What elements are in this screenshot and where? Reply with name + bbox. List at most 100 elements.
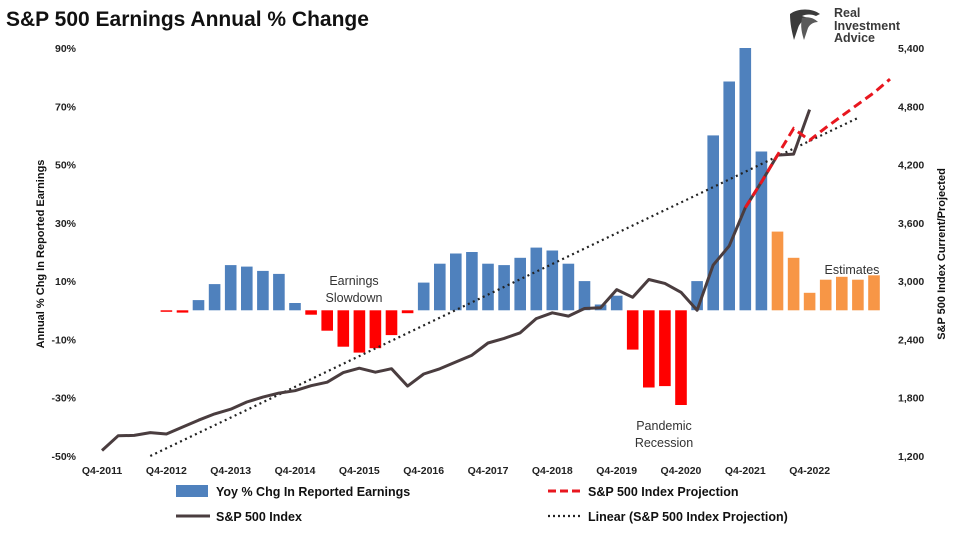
right-tick-label: 3,000 (898, 276, 924, 288)
bar-34 (643, 310, 655, 388)
bar-29 (562, 263, 575, 311)
bar-4 (160, 310, 173, 312)
bar-5 (176, 310, 189, 313)
bar-48 (868, 275, 880, 311)
bar-12 (289, 303, 301, 311)
chart-title: S&P 500 Earnings Annual % Change (6, 8, 369, 31)
right-tick-label: 2,400 (898, 334, 924, 346)
trend-line (149, 116, 859, 457)
right-tick-label: 4,800 (898, 101, 924, 113)
annotation-text: Earnings (329, 274, 378, 288)
x-tick-label: Q4-2017 (468, 465, 509, 477)
x-tick-label: Q4-2021 (725, 465, 766, 477)
annotation-text: Estimates (825, 263, 880, 277)
left-tick-label: -30% (51, 393, 76, 405)
line-series (100, 77, 891, 457)
bar-37 (691, 281, 703, 311)
bar-9 (241, 266, 253, 311)
bar-10 (257, 270, 269, 311)
right-axis: 5,400 4,800 4,200 3,600 3,000 2,400 1,800 1,200 (898, 43, 924, 463)
eagle-icon (790, 9, 820, 40)
left-axis: 90% 70% 50% 30% 10% -10% -30% -50% (51, 43, 76, 463)
left-axis-title: Annual % Chg In Reported Earnings (35, 160, 47, 349)
x-tick-label: Q4-2012 (146, 465, 187, 477)
bar-8 (224, 265, 237, 311)
x-tick-label: Q4-2011 (82, 465, 122, 477)
x-tick-label: Q4-2022 (789, 465, 830, 477)
chart-legend: Yoy % Chg In Reported Earnings S&P 500 In… (176, 485, 788, 524)
bar-21 (434, 263, 446, 311)
bar-27 (530, 247, 543, 311)
x-tick-label: Q4-2018 (532, 465, 573, 477)
annotation-text: Pandemic (636, 419, 692, 433)
bar-22 (450, 253, 462, 311)
x-tick-label: Q4-2019 (596, 465, 637, 477)
legend-label: S&P 500 Index (216, 510, 302, 524)
bar-32 (610, 295, 623, 311)
bar-33 (626, 310, 639, 350)
bar-39 (723, 81, 735, 311)
bar-45 (819, 279, 832, 311)
bar-23 (466, 252, 478, 311)
annotation-text: Slowdown (326, 291, 383, 305)
legend-label: Linear (S&P 500 Index Projection) (588, 510, 788, 524)
legend-label: Yoy % Chg In Reported Earnings (216, 485, 410, 499)
left-tick-label: 90% (55, 43, 77, 55)
bar-30 (578, 281, 591, 311)
brand-logo: Real Investment Advice (786, 6, 900, 46)
right-tick-label: 3,600 (898, 218, 924, 230)
bar-7 (208, 284, 221, 311)
left-tick-label: 10% (55, 276, 77, 288)
bar-19 (401, 310, 414, 314)
right-tick-label: 4,200 (898, 160, 924, 172)
bar-43 (787, 257, 800, 311)
x-tick-label: Q4-2015 (339, 465, 380, 477)
bar-series (160, 48, 880, 405)
logo-text-line3: Advice (834, 31, 875, 45)
bar-24 (482, 263, 494, 311)
x-tick-label: Q4-2016 (403, 465, 444, 477)
right-tick-label: 5,400 (898, 43, 924, 55)
left-tick-label: -10% (51, 334, 76, 346)
bar-46 (836, 276, 848, 311)
x-tick-label: Q4-2020 (661, 465, 702, 477)
bar-15 (337, 310, 350, 347)
bar-28 (546, 250, 559, 311)
x-axis: Q4-2011 Q4-2012 Q4-2013 Q4-2014 Q4-2015 Q4-20… (82, 465, 830, 477)
annotations: Earnings Slowdown Pandemic Recession Estimat… (326, 263, 880, 450)
bar-42 (771, 231, 784, 311)
left-tick-label: 30% (55, 218, 77, 230)
bar-18 (385, 310, 398, 336)
projection-line (744, 77, 891, 209)
logo-text-line1: Real (834, 6, 861, 20)
bar-41 (755, 151, 768, 311)
right-axis-title: S&P 500 Index Current/Projected (936, 168, 948, 340)
legend-swatch (176, 485, 208, 497)
bar-16 (353, 310, 366, 353)
legend-label: S&P 500 Index Projection (588, 485, 739, 499)
bar-26 (514, 257, 526, 311)
logo-text-line2: Investment (834, 18, 900, 33)
annotation-text: Recession (635, 436, 693, 450)
right-tick-label: 1,200 (898, 451, 924, 463)
bar-20 (417, 282, 430, 311)
bar-13 (305, 310, 317, 315)
left-tick-label: 70% (55, 101, 77, 113)
bar-14 (321, 310, 333, 331)
x-tick-label: Q4-2013 (210, 465, 251, 477)
bar-11 (273, 273, 285, 311)
left-tick-label: -50% (51, 451, 76, 463)
bar-44 (803, 292, 816, 311)
bar-36 (675, 310, 687, 405)
bar-40 (739, 48, 752, 311)
bar-6 (192, 300, 205, 311)
bar-17 (369, 310, 382, 349)
bar-35 (659, 310, 671, 387)
index-line (100, 109, 812, 452)
x-tick-label: Q4-2014 (275, 465, 316, 477)
bar-47 (852, 279, 864, 311)
right-tick-label: 1,800 (898, 393, 924, 405)
left-tick-label: 50% (55, 160, 77, 172)
bar-38 (707, 135, 719, 311)
